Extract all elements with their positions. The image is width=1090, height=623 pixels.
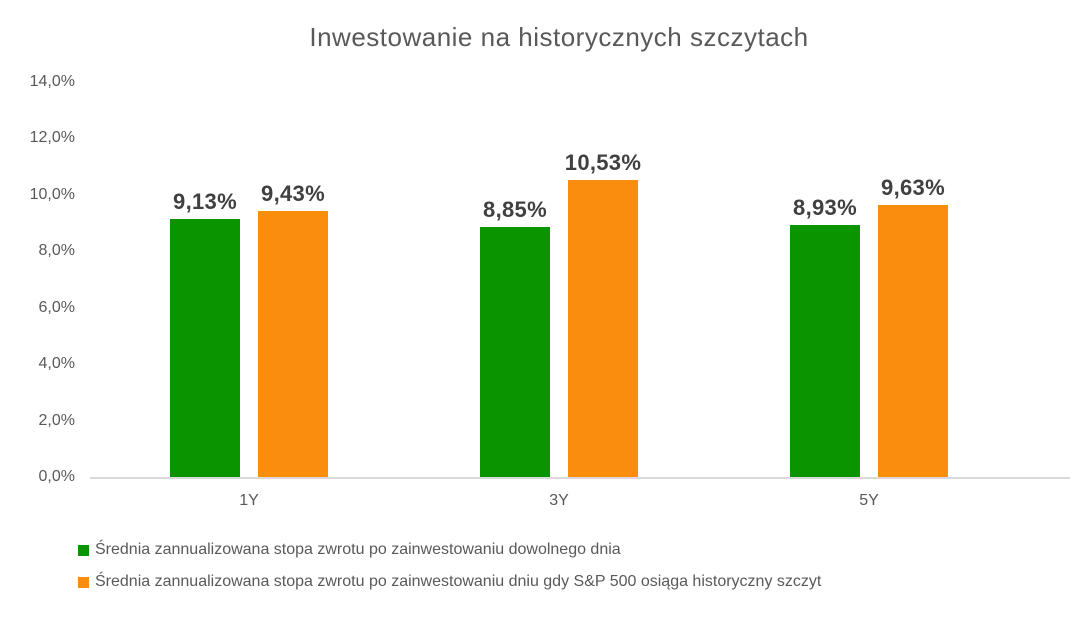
bar-data-label: 8,93% — [793, 195, 857, 221]
bar-data-label: 8,85% — [483, 197, 547, 223]
y-axis-tick-label: 2,0% — [38, 411, 75, 429]
legend-label: Średnia zannualizowana stopa zwrotu po z… — [95, 541, 621, 558]
bar-data-label: 9,43% — [261, 180, 325, 206]
bar — [790, 225, 860, 477]
legend-item: Średnia zannualizowana stopa zwrotu po z… — [78, 573, 821, 591]
x-axis-tick-label: 5Y — [859, 492, 879, 509]
y-axis-tick-label: 10,0% — [29, 185, 75, 203]
legend-swatch — [78, 544, 89, 556]
legend-label: Średnia zannualizowana stopa zwrotu po z… — [95, 573, 822, 590]
y-axis-tick-label: 0,0% — [38, 468, 75, 485]
bar — [480, 227, 550, 477]
legend-item: Średnia zannualizowana stopa zwrotu po z… — [78, 541, 821, 559]
chart-title: Inwestowanie na historycznych szczytach — [309, 22, 809, 52]
bar — [170, 219, 240, 477]
bar — [258, 210, 328, 477]
bar-data-label: 10,53% — [564, 149, 642, 175]
bar — [568, 179, 638, 477]
y-axis-tick-label: 12,0% — [29, 129, 75, 147]
y-axis-tick-label: 4,0% — [38, 355, 75, 373]
legend: Średnia zannualizowana stopa zwrotu po z… — [78, 541, 821, 591]
bar-data-label: 9,13% — [173, 189, 237, 215]
legend-swatch — [78, 576, 89, 588]
x-axis-tick-label: 1Y — [239, 492, 259, 509]
x-axis-tick-label: 3Y — [549, 492, 569, 509]
bar — [878, 205, 948, 477]
x-axis-line — [90, 477, 1070, 479]
y-axis-tick-label: 8,0% — [38, 242, 75, 260]
bar-data-label: 9,63% — [881, 175, 945, 201]
y-axis-tick-label: 14,0% — [29, 73, 75, 90]
y-axis-tick-label: 6,0% — [38, 298, 75, 316]
